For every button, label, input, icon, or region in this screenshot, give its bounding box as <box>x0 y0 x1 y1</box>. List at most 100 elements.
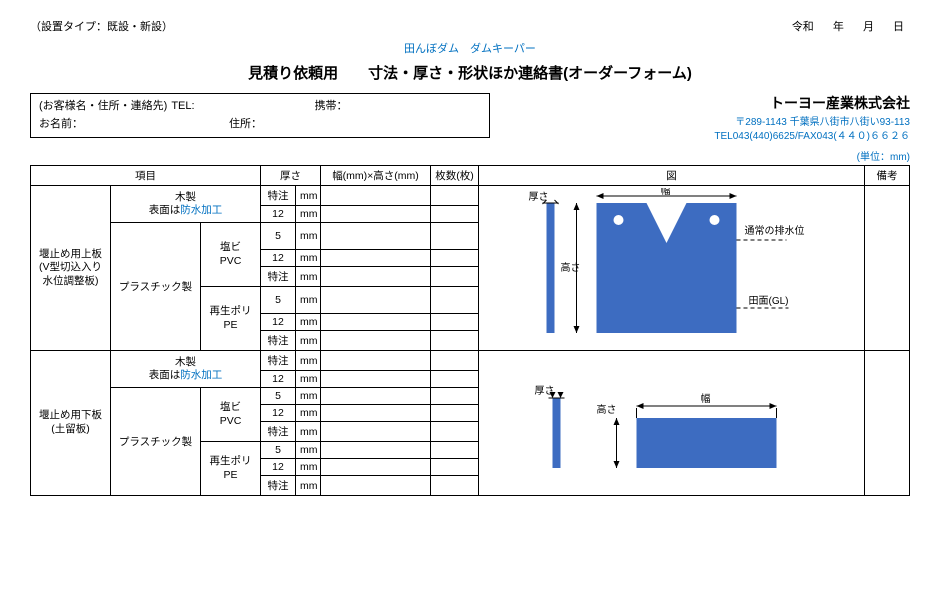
company-block: トーヨー産業株式会社 〒289-1143 千葉県八街市八街い93-113 TEL… <box>714 93 910 144</box>
cell-dim[interactable] <box>321 476 431 496</box>
cell-qty[interactable] <box>431 476 479 496</box>
cell-qty[interactable] <box>431 351 479 371</box>
day-glyph: 日 <box>893 21 904 33</box>
col-note: 備考 <box>865 166 910 186</box>
cell-qty[interactable] <box>431 206 479 223</box>
addr-label: 住所： <box>229 116 262 134</box>
cell-mm: mm <box>296 442 321 459</box>
cell-tokuchu: 特注 <box>261 267 296 287</box>
cell-thk: 12 <box>261 206 296 223</box>
cell-dim[interactable] <box>321 422 431 442</box>
company-name: トーヨー産業株式会社 <box>714 93 910 113</box>
cell-qty[interactable] <box>431 314 479 331</box>
cell-mm: mm <box>296 186 321 206</box>
col-qty: 枚数(枚) <box>431 166 479 186</box>
note-1[interactable] <box>865 186 910 351</box>
row-wood-2: 木製 表面は防水加工 <box>111 351 261 388</box>
cell-mm: mm <box>296 405 321 422</box>
row-plastic-2: プラスチック製 <box>111 388 201 496</box>
cell-mm: mm <box>296 314 321 331</box>
cell-thk: 12 <box>261 250 296 267</box>
cell-qty[interactable] <box>431 388 479 405</box>
cell-dim[interactable] <box>321 206 431 223</box>
svg-text:田面(GL): 田面(GL) <box>749 296 789 307</box>
cell-qty[interactable] <box>431 422 479 442</box>
cell-mm: mm <box>296 459 321 476</box>
cell-tokuchu: 特注 <box>261 331 296 351</box>
mobile-label: 携帯： <box>315 98 348 116</box>
cell-thk: 12 <box>261 459 296 476</box>
order-table: 項目 厚さ 幅(mm)×高さ(mm) 枚数(枚) 図 備考 堰止め用上板 (V型… <box>30 165 910 496</box>
cell-mm: mm <box>296 223 321 250</box>
cell-qty[interactable] <box>431 267 479 287</box>
cell-mm: mm <box>296 206 321 223</box>
svg-text:高さ: 高さ <box>597 403 617 416</box>
figure-2: 厚さ 高さ 幅 <box>479 351 865 496</box>
col-dims: 幅(mm)×高さ(mm) <box>321 166 431 186</box>
date-line: 令和 年 月 日 <box>786 18 910 34</box>
cell-dim[interactable] <box>321 351 431 371</box>
row-pe-1: 再生ポリPE <box>201 287 261 351</box>
cell-dim[interactable] <box>321 250 431 267</box>
cell-thk: 5 <box>261 442 296 459</box>
cell-thk: 5 <box>261 388 296 405</box>
page-title: 見積り依頼用 寸法・厚さ・形状ほか連絡書(オーダーフォーム) <box>30 62 910 83</box>
svg-text:通常の排水位: 通常の排水位 <box>745 224 805 237</box>
note-2[interactable] <box>865 351 910 496</box>
row-wood-1: 木製 表面は防水加工 <box>111 186 261 223</box>
figure-1: 厚さ 高さ <box>479 186 865 351</box>
svg-text:高さ: 高さ <box>561 261 581 274</box>
col-thickness: 厚さ <box>261 166 321 186</box>
cell-mm: mm <box>296 388 321 405</box>
cell-dim[interactable] <box>321 223 431 250</box>
cell-tokuchu: 特注 <box>261 186 296 206</box>
product-subtitle: 田んぼダム ダムキーパー <box>30 40 910 56</box>
svg-text:幅: 幅 <box>701 392 711 405</box>
cell-mm: mm <box>296 250 321 267</box>
cell-qty[interactable] <box>431 371 479 388</box>
cell-qty[interactable] <box>431 459 479 476</box>
tel-label: TEL: <box>171 98 194 116</box>
cell-tokuchu: 特注 <box>261 422 296 442</box>
cell-qty[interactable] <box>431 442 479 459</box>
cell-qty[interactable] <box>431 405 479 422</box>
cell-dim[interactable] <box>321 314 431 331</box>
group2-label: 堰止め用下板 (土留板) <box>31 351 111 496</box>
cell-dim[interactable] <box>321 388 431 405</box>
row-plastic-1: プラスチック製 <box>111 223 201 351</box>
cell-mm: mm <box>296 351 321 371</box>
cell-dim[interactable] <box>321 459 431 476</box>
row-pvc-2: 塩ビPVC <box>201 388 261 442</box>
cell-dim[interactable] <box>321 371 431 388</box>
row-pe-2: 再生ポリPE <box>201 442 261 496</box>
unit-note: (単位：mm) <box>30 148 910 163</box>
era-label: 令和 <box>792 21 814 33</box>
year-glyph: 年 <box>833 21 844 33</box>
cell-tokuchu: 特注 <box>261 351 296 371</box>
name-label: お名前： <box>39 116 189 134</box>
cell-qty[interactable] <box>431 331 479 351</box>
cell-mm: mm <box>296 267 321 287</box>
cell-mm: mm <box>296 331 321 351</box>
cell-dim[interactable] <box>321 405 431 422</box>
cell-thk: 5 <box>261 223 296 250</box>
col-item: 項目 <box>31 166 261 186</box>
company-telfax: TEL043(440)6625/FAX043(４４０)６６２６ <box>714 130 910 144</box>
cell-dim[interactable] <box>321 442 431 459</box>
cell-qty[interactable] <box>431 186 479 206</box>
cell-tokuchu: 特注 <box>261 476 296 496</box>
group1-label: 堰止め用上板 (V型切込入り 水位調整板) <box>31 186 111 351</box>
cell-mm: mm <box>296 422 321 442</box>
cell-dim[interactable] <box>321 267 431 287</box>
cell-thk: 12 <box>261 371 296 388</box>
install-type-label: （設置タイプ：既設・新設） <box>30 18 173 34</box>
cell-dim[interactable] <box>321 331 431 351</box>
company-address: 〒289-1143 千葉県八街市八街い93-113 <box>714 116 910 130</box>
cell-dim[interactable] <box>321 186 431 206</box>
cell-qty[interactable] <box>431 250 479 267</box>
month-glyph: 月 <box>863 21 874 33</box>
cell-dim[interactable] <box>321 287 431 314</box>
cell-qty[interactable] <box>431 223 479 250</box>
cell-qty[interactable] <box>431 287 479 314</box>
customer-box: (お客様名・住所・連絡先) TEL: 携帯： お名前： 住所： <box>30 93 490 138</box>
